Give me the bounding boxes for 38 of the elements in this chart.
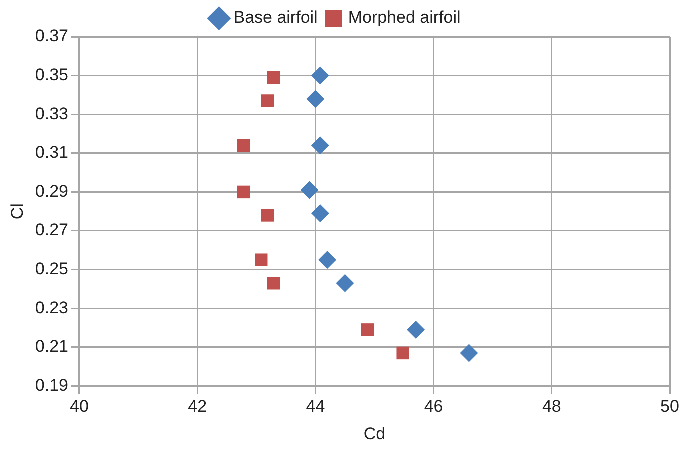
point bbox=[361, 324, 374, 336]
y-tick-label: 0.37 bbox=[35, 26, 68, 46]
point bbox=[311, 66, 330, 85]
y-tick-label: 0.29 bbox=[35, 182, 68, 201]
point bbox=[267, 277, 280, 290]
x-tick-label: 50 bbox=[660, 397, 680, 416]
point bbox=[237, 139, 250, 152]
x-tick-label: 42 bbox=[188, 397, 208, 416]
point bbox=[336, 274, 354, 292]
x-tick-label: 44 bbox=[306, 397, 326, 416]
x-tick-label: 46 bbox=[424, 397, 444, 416]
point bbox=[306, 90, 325, 108]
y-tick-label: 0.35 bbox=[35, 65, 68, 84]
y-tick-label: 0.23 bbox=[35, 298, 68, 318]
point bbox=[255, 254, 268, 266]
point bbox=[237, 186, 250, 199]
point bbox=[318, 251, 337, 270]
legend-label: Base airfoil bbox=[234, 8, 318, 28]
y-tick-label: 0.27 bbox=[35, 220, 68, 240]
y-tick-label: 0.33 bbox=[35, 104, 68, 124]
point bbox=[300, 181, 319, 200]
x-axis-title: Cd bbox=[364, 424, 386, 444]
y-tick-label: 0.31 bbox=[35, 143, 68, 162]
point bbox=[407, 320, 426, 339]
point bbox=[261, 94, 274, 108]
y-axis-title: Cl bbox=[8, 204, 27, 220]
y-tick-label: 0.21 bbox=[35, 337, 68, 356]
x-tick-label: 48 bbox=[542, 397, 562, 416]
point bbox=[460, 344, 478, 362]
point bbox=[311, 136, 330, 155]
point bbox=[261, 209, 274, 222]
y-tick-label: 0.19 bbox=[35, 376, 68, 395]
point bbox=[267, 71, 280, 84]
y-tick-label: 0.25 bbox=[35, 259, 68, 278]
legend-label: Morphed airfoil bbox=[348, 8, 461, 28]
x-tick-label: 40 bbox=[70, 397, 89, 416]
point bbox=[311, 204, 330, 223]
point bbox=[396, 346, 410, 360]
